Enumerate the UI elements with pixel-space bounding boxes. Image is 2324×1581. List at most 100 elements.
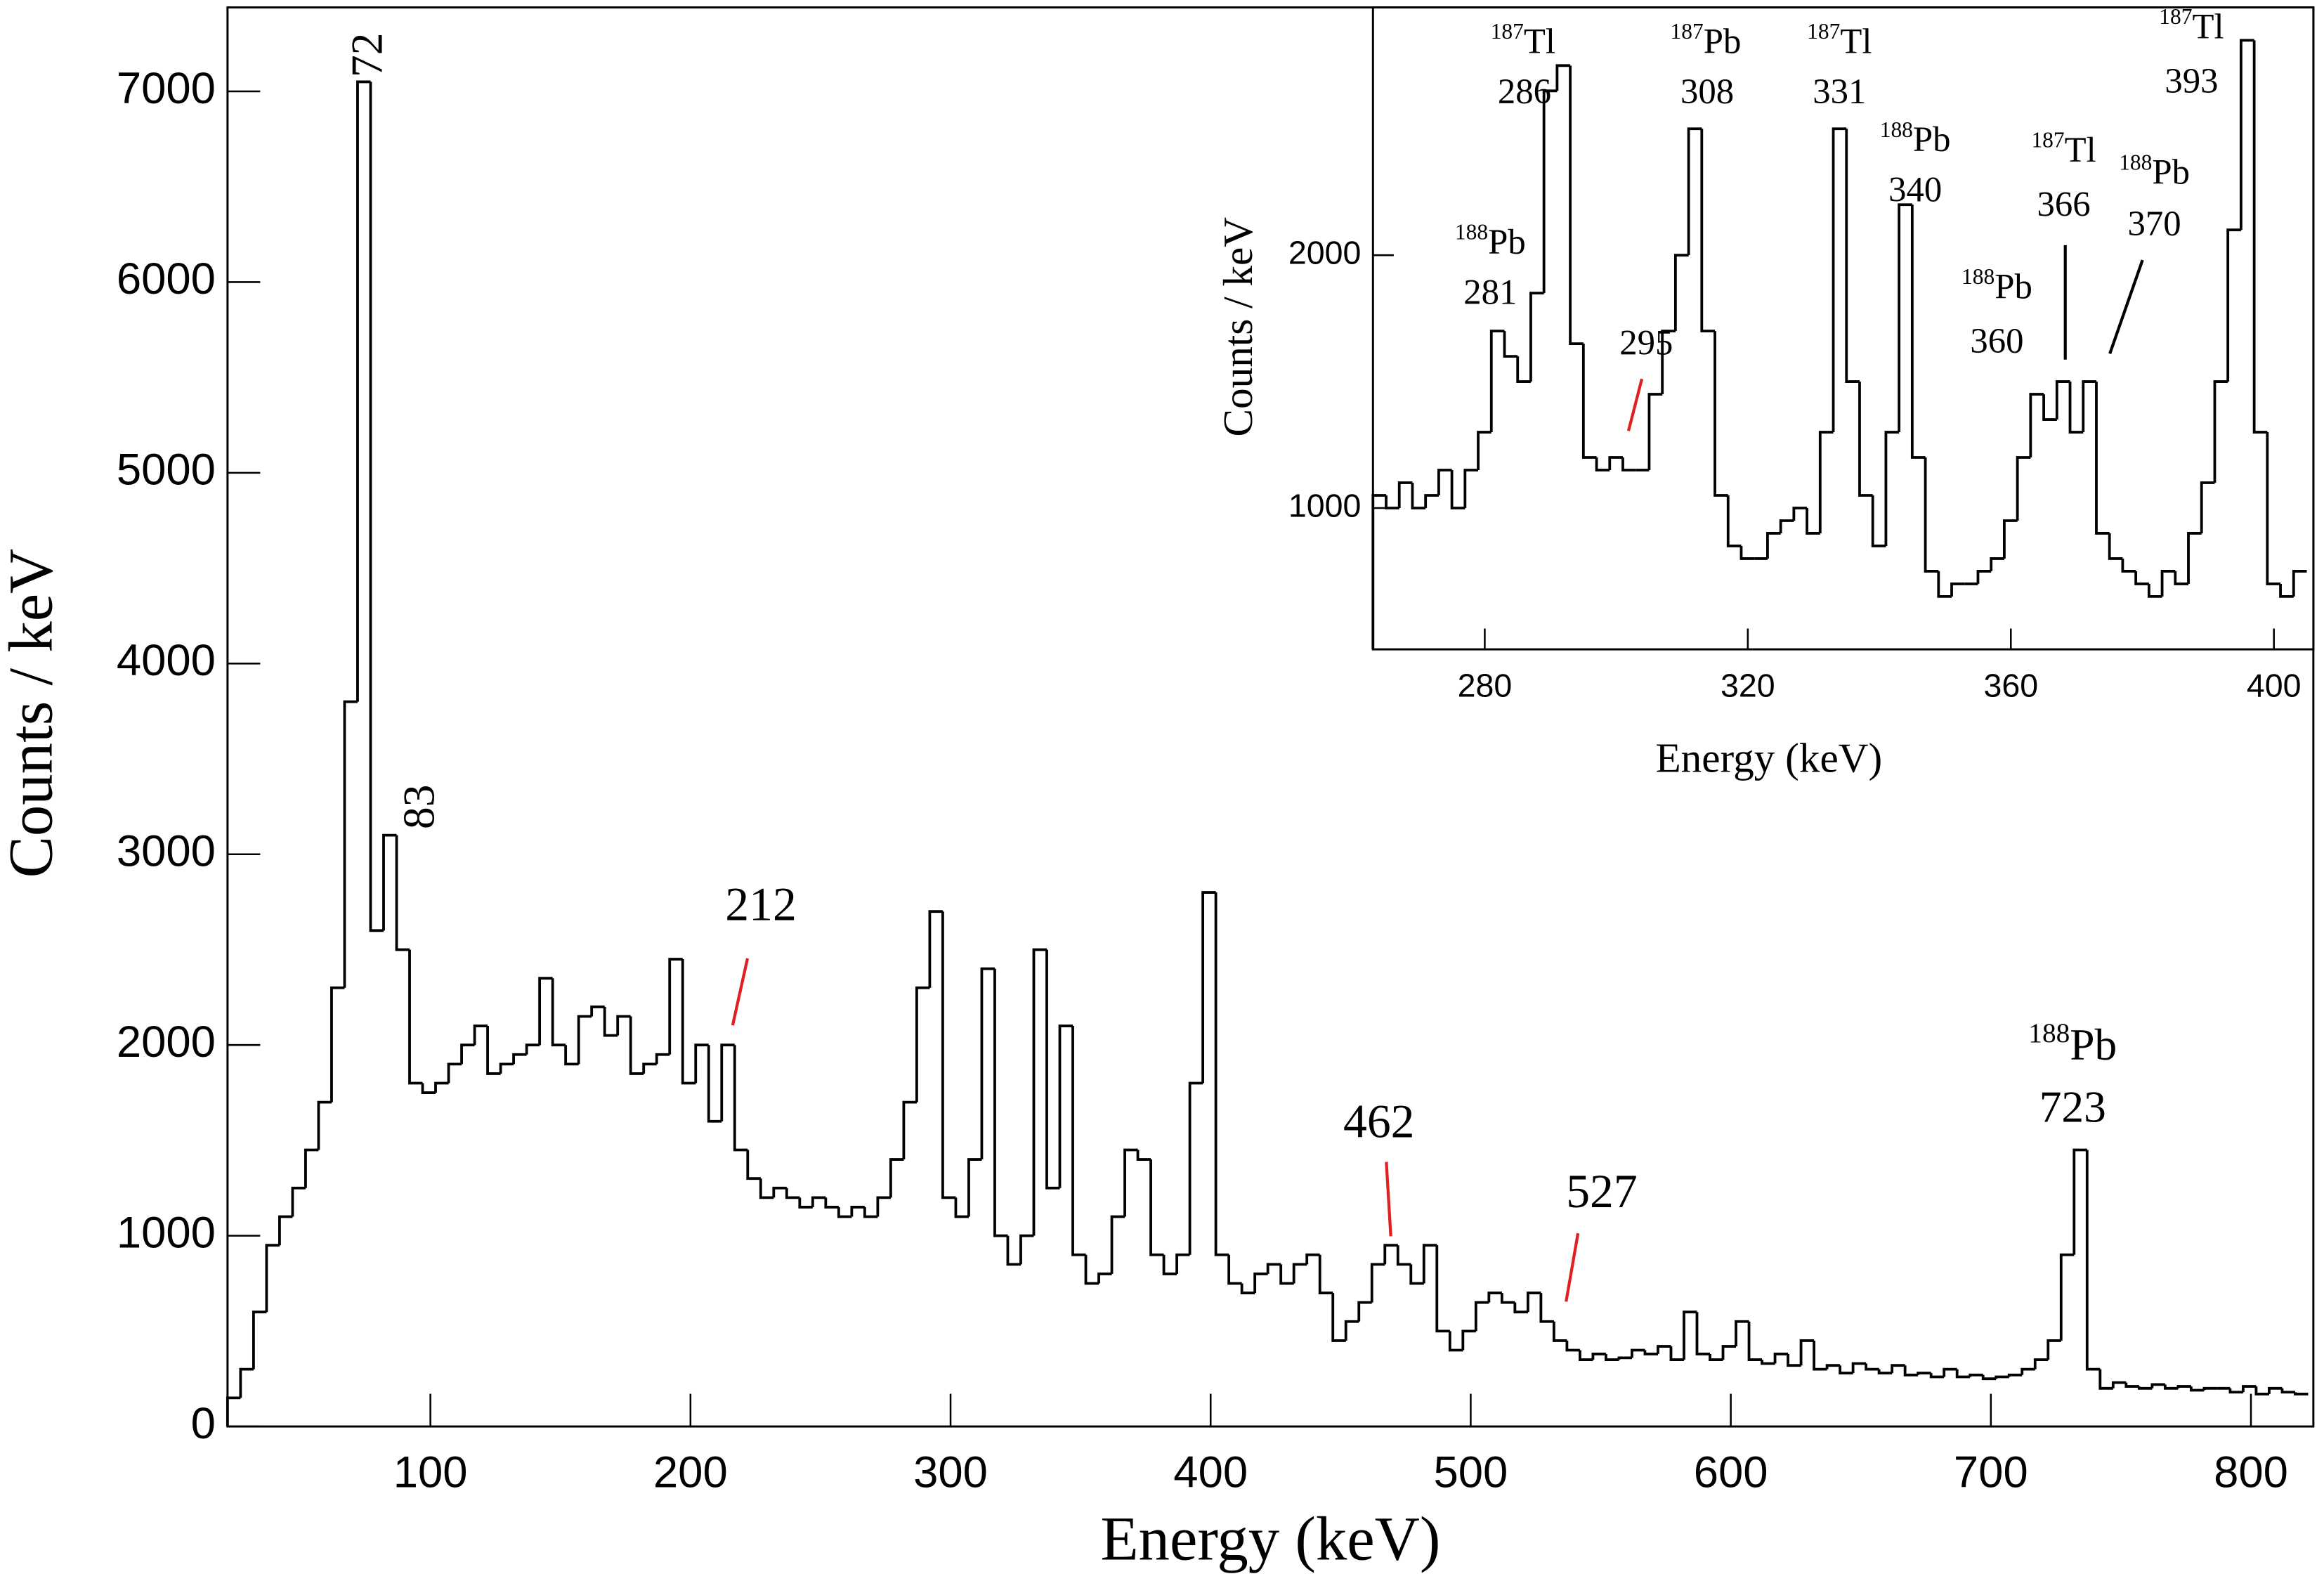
- histogram-bin: [1669, 1346, 1684, 1361]
- histogram-bin: [577, 1015, 592, 1065]
- histogram-bin: [616, 1015, 631, 1036]
- histogram-bin: [967, 1158, 982, 1217]
- histogram-bin: [369, 82, 384, 932]
- y-tick-label: 1000: [117, 1208, 216, 1257]
- histogram-bin: [1924, 457, 1939, 573]
- peak-energy-label: 308: [1680, 72, 1734, 111]
- histogram-bin: [447, 1062, 462, 1084]
- histogram-bin: [1136, 1150, 1151, 1161]
- histogram-bin: [239, 1367, 254, 1398]
- histogram-bin: [1422, 1244, 1437, 1284]
- histogram-bin: [1787, 1353, 1801, 1367]
- histogram-bin: [1995, 1375, 2009, 1379]
- histogram-bin: [1747, 1321, 1763, 1361]
- histogram-bin: [538, 977, 553, 1046]
- histogram-bin: [1891, 1364, 1905, 1374]
- histogram-bin: [1019, 1234, 1034, 1265]
- histogram-bin: [1529, 292, 1544, 382]
- isotope-label: 187Tl: [1491, 19, 1555, 60]
- peak-energy-label: 340: [1888, 170, 1942, 209]
- histogram-bin: [1851, 1362, 1867, 1374]
- histogram-bin: [1474, 1301, 1489, 1332]
- histogram-bin: [1871, 495, 1886, 547]
- y-tick-label: 6000: [117, 254, 216, 304]
- histogram-bin: [1565, 1340, 1580, 1352]
- histogram-bin: [1201, 891, 1216, 1084]
- histogram-bin: [2254, 1386, 2269, 1395]
- histogram-bin: [1227, 1254, 1242, 1285]
- histogram-bin: [2085, 1150, 2101, 1371]
- histogram-bin: [1175, 1253, 1190, 1274]
- histogram-bin: [1123, 1148, 1138, 1217]
- histogram-bin: [1305, 1253, 1320, 1265]
- histogram-bin: [1695, 1312, 1711, 1355]
- y-tick-label: 2000: [1288, 234, 1361, 271]
- histogram-bin: [1735, 1320, 1749, 1347]
- histogram-bin: [1595, 457, 1610, 471]
- histogram-bin: [2098, 1369, 2113, 1390]
- isotope-element: Tl: [1524, 21, 1555, 60]
- histogram-bin: [1955, 1369, 1971, 1379]
- x-tick-label: 800: [2214, 1448, 2288, 1497]
- histogram-bin: [1657, 1345, 1671, 1354]
- histogram-bin: [707, 1045, 722, 1123]
- histogram-bin: [1605, 1353, 1619, 1361]
- histogram-bin: [1799, 1339, 1815, 1366]
- peak-energy-label: 72: [342, 33, 392, 77]
- histogram-bin: [1045, 949, 1060, 1190]
- histogram-bin: [2082, 380, 2096, 433]
- peak-energy-label: 360: [1970, 321, 2023, 360]
- y-tick-label: 3000: [117, 827, 216, 876]
- x-tick-label: 700: [1954, 1448, 2028, 1497]
- isotope-mass: 188: [2028, 1017, 2070, 1048]
- histogram-bin: [1266, 1263, 1281, 1274]
- histogram-bin: [2226, 228, 2241, 382]
- histogram-bin: [655, 1053, 670, 1065]
- isotope-label: 188Pb: [1961, 264, 2032, 306]
- histogram-bin: [1621, 457, 1636, 471]
- histogram-bin: [746, 1150, 761, 1180]
- histogram-bin: [1990, 557, 2004, 571]
- histogram-bin: [1331, 1293, 1346, 1342]
- histogram-bin: [1661, 330, 1676, 395]
- histogram-bin: [1253, 1273, 1268, 1294]
- histogram-bin: [1773, 1353, 1789, 1364]
- isotope-element: Tl: [2065, 129, 2096, 169]
- peak-leader-line: [1385, 1162, 1392, 1237]
- histogram-bin: [2268, 1386, 2283, 1394]
- histogram-bin: [525, 1043, 540, 1055]
- histogram-bin: [2072, 1148, 2087, 1255]
- histogram-bin: [356, 80, 371, 702]
- isotope-mass: 188: [1880, 117, 1913, 142]
- x-tick-label: 500: [1434, 1448, 1508, 1497]
- histogram-bin: [317, 1100, 332, 1150]
- histogram-bin: [2111, 1381, 2127, 1388]
- histogram-bin: [629, 1016, 644, 1075]
- histogram-bin: [2176, 1385, 2191, 1388]
- histogram-bin: [1818, 431, 1834, 533]
- histogram-bin: [291, 1186, 306, 1217]
- histogram-bin: [1713, 331, 1728, 497]
- x-axis-title: Energy (keV): [1100, 1505, 1440, 1574]
- histogram-bin: [1865, 1363, 1879, 1371]
- histogram-bin: [1503, 331, 1518, 358]
- histogram-bin: [1858, 382, 1873, 497]
- histogram-bin: [473, 1024, 488, 1046]
- histogram-bin: [1409, 1264, 1424, 1285]
- histogram-bin: [421, 1083, 436, 1094]
- histogram-bin: [1477, 431, 1491, 471]
- histogram-bin: [1969, 1373, 1983, 1377]
- histogram-bin: [2029, 393, 2044, 458]
- histogram-bin: [1687, 127, 1702, 256]
- histogram-bin: [1943, 1367, 1957, 1377]
- plot-frame: [226, 6, 2315, 1428]
- histogram-bin: [1721, 1345, 1737, 1360]
- histogram-bin: [2016, 456, 2031, 521]
- histogram-bin: [395, 835, 410, 951]
- histogram-bin: [2003, 519, 2018, 559]
- histogram-bin: [226, 1396, 241, 1427]
- histogram-bin: [1539, 1293, 1554, 1323]
- isotope-label: 187Tl: [2031, 128, 2096, 169]
- isotope-mass: 187: [1807, 19, 1840, 44]
- histogram-bin: [1149, 1159, 1164, 1256]
